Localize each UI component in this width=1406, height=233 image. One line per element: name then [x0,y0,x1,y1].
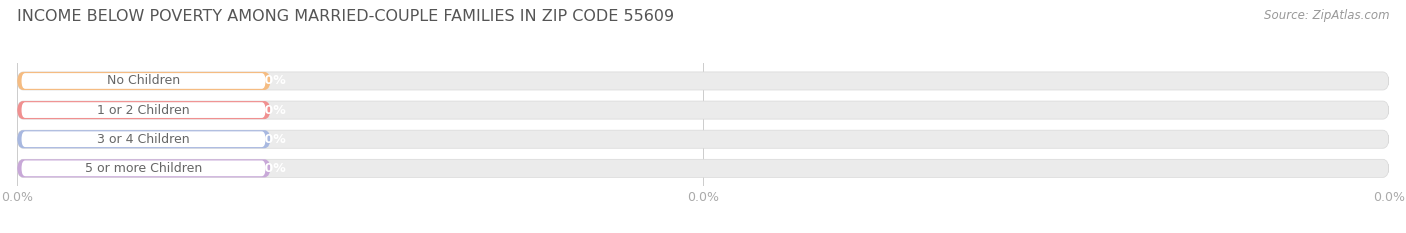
FancyBboxPatch shape [17,72,1389,90]
FancyBboxPatch shape [21,73,266,89]
FancyBboxPatch shape [17,72,271,90]
Text: 1 or 2 Children: 1 or 2 Children [97,104,190,116]
Text: INCOME BELOW POVERTY AMONG MARRIED-COUPLE FAMILIES IN ZIP CODE 55609: INCOME BELOW POVERTY AMONG MARRIED-COUPL… [17,9,673,24]
FancyBboxPatch shape [17,101,271,119]
Text: Source: ZipAtlas.com: Source: ZipAtlas.com [1264,9,1389,22]
FancyBboxPatch shape [17,159,271,177]
FancyBboxPatch shape [21,131,266,147]
FancyBboxPatch shape [17,130,271,148]
Text: 0.0%: 0.0% [252,104,285,116]
Text: 0.0%: 0.0% [252,133,285,146]
Text: 5 or more Children: 5 or more Children [84,162,202,175]
FancyBboxPatch shape [17,159,1389,177]
FancyBboxPatch shape [17,101,1389,119]
Text: No Children: No Children [107,75,180,87]
FancyBboxPatch shape [21,102,266,118]
FancyBboxPatch shape [21,161,266,176]
FancyBboxPatch shape [17,130,1389,148]
Text: 0.0%: 0.0% [252,75,285,87]
Text: 0.0%: 0.0% [252,162,285,175]
Text: 3 or 4 Children: 3 or 4 Children [97,133,190,146]
